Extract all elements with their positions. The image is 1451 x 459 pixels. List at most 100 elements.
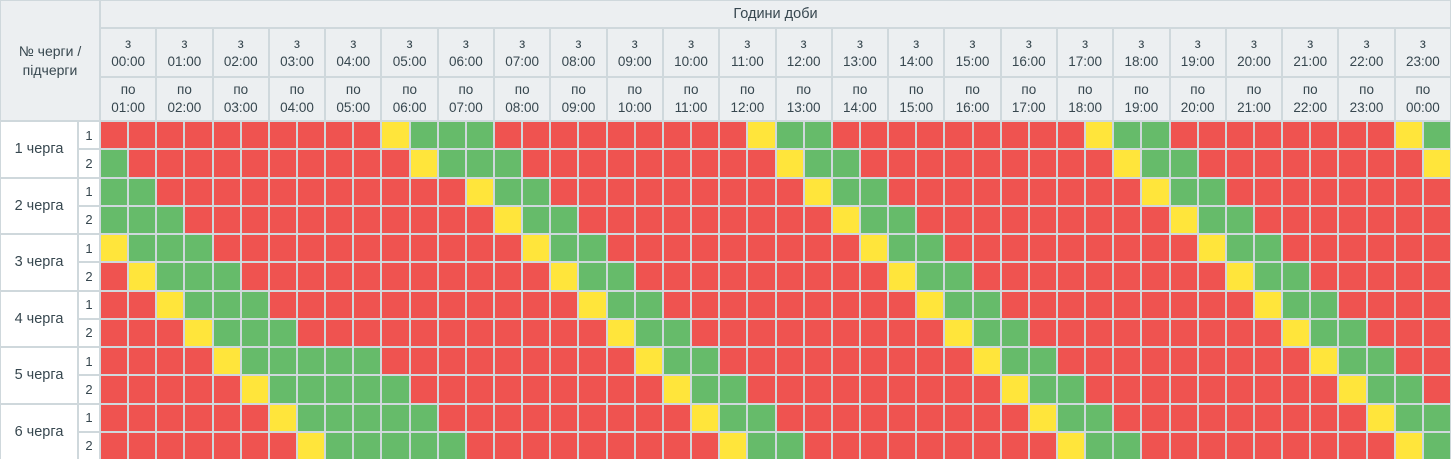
- hour-to-cell: по 02:00: [157, 78, 212, 120]
- schedule-cell: [579, 122, 606, 149]
- schedule-cell: [1170, 291, 1197, 318]
- schedule-cell: [1395, 150, 1422, 177]
- hour-to-cell: по 12:00: [720, 78, 775, 120]
- schedule-cell: [917, 122, 944, 149]
- schedule-cell: [466, 263, 494, 290]
- schedule-cell: [776, 404, 803, 431]
- schedule-cell: [917, 376, 944, 403]
- schedule-cell: [1395, 178, 1422, 205]
- schedule-cell: [1198, 150, 1225, 177]
- schedule-cell: [241, 178, 268, 205]
- schedule-cell: [945, 122, 972, 149]
- schedule-cell: [466, 150, 494, 177]
- schedule-cell: [1001, 235, 1028, 262]
- schedule-cell: [1198, 235, 1225, 262]
- schedule-cell: [466, 235, 494, 262]
- schedule-cell: [185, 122, 212, 149]
- schedule-cell: [1086, 206, 1113, 233]
- schedule-cell: [495, 150, 522, 177]
- hour-to-cell: по 22:00: [1283, 78, 1338, 120]
- schedule-cell: [298, 432, 325, 459]
- schedule-cell: [438, 291, 465, 318]
- schedule-cell: [1086, 150, 1113, 177]
- corner-header-cell: № черги / підчерги: [1, 1, 99, 120]
- subqueue-label: 2: [79, 376, 99, 403]
- schedule-cell: [1311, 122, 1338, 149]
- schedule-cell: [1283, 432, 1310, 459]
- schedule-cell: [1339, 348, 1366, 375]
- hour-from-cell: з 16:00: [1001, 29, 1056, 76]
- schedule-cell: [326, 319, 353, 346]
- schedule-cell: [1170, 150, 1197, 177]
- schedule-cell: [1170, 404, 1197, 431]
- subqueue-label: 1: [79, 235, 99, 262]
- schedule-cell: [1142, 432, 1169, 459]
- schedule-cell: [129, 432, 156, 459]
- schedule-cell: [748, 376, 775, 403]
- schedule-cell: [804, 235, 831, 262]
- hour-from-cell: з 08:00: [551, 29, 606, 76]
- schedule-cell: [607, 404, 634, 431]
- schedule-cell: [1170, 235, 1197, 262]
- hour-to-cell: по 18:00: [1057, 78, 1113, 120]
- hour-to-cell: по 00:00: [1395, 78, 1450, 120]
- schedule-cell: [1226, 348, 1253, 375]
- schedule-cell: [1254, 404, 1282, 431]
- schedule-cell: [1029, 263, 1056, 290]
- schedule-cell: [1339, 206, 1366, 233]
- schedule-cell: [748, 235, 775, 262]
- schedule-cell: [129, 150, 156, 177]
- schedule-cell: [1001, 291, 1028, 318]
- schedule-cell: [945, 404, 972, 431]
- schedule-cell: [1423, 404, 1450, 431]
- schedule-cell: [579, 263, 606, 290]
- schedule-cell: [1311, 432, 1338, 459]
- schedule-cell: [860, 263, 888, 290]
- schedule-cell: [1226, 432, 1253, 459]
- schedule-cell: [354, 235, 381, 262]
- schedule-cell: [213, 150, 240, 177]
- hour-to-cell: по 04:00: [269, 78, 325, 120]
- schedule-cell: [157, 235, 184, 262]
- schedule-cell: [354, 206, 381, 233]
- schedule-cell: [1114, 263, 1141, 290]
- schedule-cell: [635, 235, 662, 262]
- schedule-cell: [269, 235, 297, 262]
- schedule-cell: [1001, 348, 1028, 375]
- schedule-cell: [579, 376, 606, 403]
- subqueue-label: 1: [79, 404, 99, 431]
- schedule-cell: [438, 376, 465, 403]
- schedule-cell: [157, 206, 184, 233]
- schedule-cell: [213, 319, 240, 346]
- schedule-cell: [973, 263, 1000, 290]
- schedule-cell: [101, 319, 128, 346]
- schedule-cell: [1198, 206, 1225, 233]
- schedule-cell: [438, 178, 465, 205]
- schedule-cell: [973, 150, 1000, 177]
- schedule-cell: [832, 376, 859, 403]
- schedule-cell: [354, 291, 381, 318]
- schedule-cell: [917, 404, 944, 431]
- schedule-cell: [382, 150, 409, 177]
- schedule-cell: [889, 348, 916, 375]
- schedule-cell: [860, 291, 888, 318]
- schedule-cell: [129, 376, 156, 403]
- schedule-cell: [382, 376, 409, 403]
- schedule-cell: [157, 122, 184, 149]
- schedule-cell: [1395, 122, 1422, 149]
- hour-to-cell: по 15:00: [889, 78, 944, 120]
- schedule-cell: [269, 432, 297, 459]
- schedule-cell: [1114, 235, 1141, 262]
- schedule-cell: [1086, 291, 1113, 318]
- schedule-cell: [1423, 263, 1450, 290]
- schedule-cell: [579, 206, 606, 233]
- schedule-cell: [241, 432, 268, 459]
- hour-to-cell: по 21:00: [1226, 78, 1282, 120]
- schedule-cell: [213, 178, 240, 205]
- schedule-cell: [1423, 178, 1450, 205]
- schedule-cell: [1001, 376, 1028, 403]
- schedule-cell: [748, 263, 775, 290]
- schedule-cell: [663, 150, 691, 177]
- schedule-cell: [832, 319, 859, 346]
- schedule-cell: [1367, 376, 1394, 403]
